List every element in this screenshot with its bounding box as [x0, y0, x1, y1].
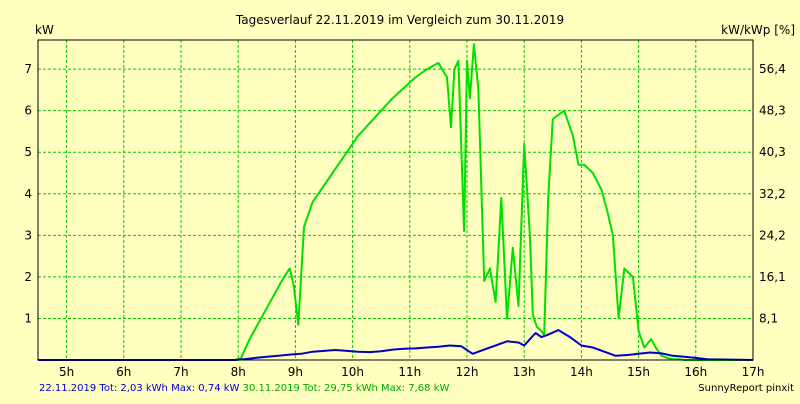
x-tick-label: 10h: [341, 365, 364, 379]
x-tick-label: 11h: [398, 365, 421, 379]
x-tick-label: 9h: [288, 365, 303, 379]
y-axis-label-left: kW: [35, 23, 54, 37]
x-tick-label: 16h: [684, 365, 707, 379]
x-tick-label: 15h: [627, 365, 650, 379]
series-line-30112019: [38, 43, 753, 361]
footer-credit: SunnyReport pinxit: [698, 383, 794, 394]
plot-frame: [37, 39, 754, 361]
y-tick-label: 3: [24, 228, 32, 242]
series-line-22112019: [38, 329, 754, 361]
tick-label-layer: 5h 6h 7h 8h 9h 10h 11h 12h 13h 14h 15h 16h 17h 1 8,1 2 1…: [24, 62, 785, 379]
x-tick-label: 13h: [513, 365, 536, 379]
x-tick-label: 17h: [742, 365, 765, 379]
y-tick-label: 1: [24, 311, 32, 325]
y-tick-label: 5: [24, 145, 32, 159]
y-tick-label: 7: [24, 62, 32, 76]
y2-tick-label: 24,2: [759, 228, 786, 242]
chart-title: Tagesverlauf 22.11.2019 im Vergleich zum…: [235, 13, 564, 27]
y-tick-label: 4: [24, 187, 32, 201]
x-tick-label: 14h: [570, 365, 593, 379]
x-tick-label: 8h: [231, 365, 246, 379]
y2-tick-label: 40,3: [759, 145, 786, 159]
y-axis-label-right: kW/kWp [%]: [721, 23, 795, 37]
y2-tick-label: 48,3: [759, 104, 786, 118]
footer-series-a-totals: 22.11.2019 Tot: 2,03 kWh Max: 0,74 kW: [39, 383, 240, 394]
x-tick-label: 12h: [456, 365, 479, 379]
grid-layer: [38, 40, 753, 360]
y-tick-label: 6: [24, 104, 32, 118]
x-tick-label: 6h: [116, 365, 131, 379]
series-layer: [38, 43, 754, 361]
footer-totals: 22.11.2019 Tot: 2,03 kWh Max: 0,74 kW 30…: [39, 383, 449, 395]
y-tick-label: 2: [24, 270, 32, 284]
footer-series-b-totals: 30.11.2019 Tot: 29,75 kWh Max: 7,68 kW: [242, 383, 450, 394]
y2-tick-label: 16,1: [759, 270, 786, 284]
x-tick-label: 7h: [173, 365, 188, 379]
y2-tick-label: 8,1: [759, 311, 778, 325]
y2-tick-label: 32,2: [759, 187, 786, 201]
x-tick-label: 5h: [59, 365, 74, 379]
y2-tick-label: 56,4: [759, 62, 786, 76]
